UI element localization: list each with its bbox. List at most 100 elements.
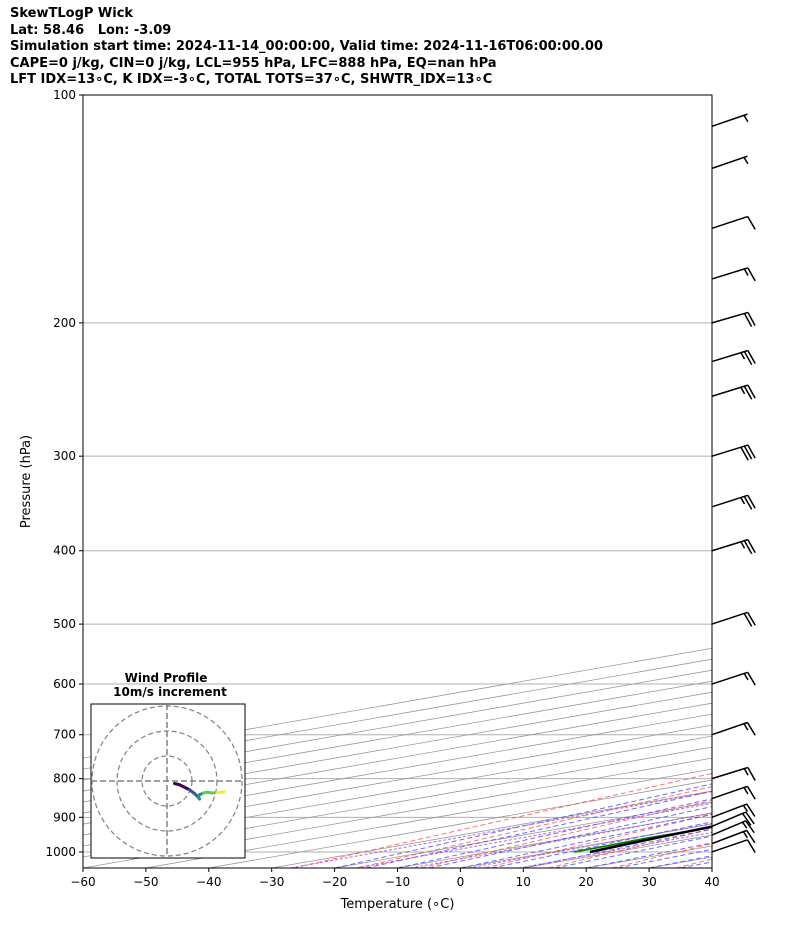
dry-adiabat-line [293, 772, 712, 868]
moist-adiabat-line [334, 783, 712, 868]
wind-barbs [711, 113, 756, 853]
moist-adiabat-line [460, 813, 712, 868]
isotherm-line [460, 823, 712, 868]
wind-barb [711, 444, 756, 461]
wind-barb [711, 811, 755, 828]
wind-barb [711, 113, 749, 128]
background-lines [83, 95, 794, 868]
dewpoint-line [574, 825, 712, 853]
wind-barb [711, 766, 756, 781]
wind-barb [711, 803, 756, 819]
y-tick-label: 1000 [45, 845, 76, 859]
wind-barb [711, 215, 756, 230]
isotherm-line [83, 669, 712, 781]
header: SkewTLogP Wick Lat: 58.46 Lon: -3.09 Sim… [10, 6, 603, 89]
wind-barb [711, 820, 755, 836]
isotherm-line [586, 845, 712, 868]
moist-adiabat-line [428, 806, 712, 868]
profile-curves [574, 825, 712, 854]
dry-adiabat-line [548, 828, 712, 868]
cape-shading [589, 826, 712, 852]
hodograph-segment [220, 790, 226, 794]
axes: −60 −50 −40 −30 −20 −10 0 10 20 30 40 100 200 300 400 5… [19, 88, 720, 912]
y-tick-label: 700 [53, 728, 76, 742]
isotherm-line [83, 680, 712, 792]
x-tick-label: 30 [641, 875, 656, 889]
x-tick-label: −50 [133, 875, 158, 889]
isotherm-line [271, 790, 712, 868]
x-tick-label: 40 [704, 875, 719, 889]
dry-adiabat-line [484, 813, 712, 868]
isotherm-line [208, 779, 712, 868]
x-tick-label: −30 [259, 875, 284, 889]
moist-adiabat-line [397, 798, 712, 868]
y-axis-label: Pressure (hPa) [19, 435, 34, 528]
wind-barb [711, 384, 756, 400]
y-tick-label: 200 [53, 316, 76, 330]
inset-title: Wind Profile [125, 671, 208, 685]
wind-barb [711, 311, 756, 327]
dry-adiabat-line [740, 95, 794, 868]
moist-adiabat-line [586, 842, 712, 868]
isotherm-line [711, 867, 712, 868]
x-tick-label: 20 [579, 875, 594, 889]
moist-adiabat-line [649, 855, 712, 868]
y-tick-label: 400 [53, 544, 76, 558]
isotherm-line [83, 724, 712, 836]
inset-subtitle: 10m/s increment [113, 685, 227, 699]
wind-barb [711, 785, 756, 800]
x-tick-label: −10 [385, 875, 410, 889]
mixing-ratio-line [468, 822, 712, 868]
temperature-line [589, 826, 712, 853]
wind-barb [711, 538, 756, 555]
moist-adiabat-line [365, 790, 712, 868]
isotherm-line [83, 735, 712, 847]
y-tick-label: 900 [53, 810, 76, 824]
chart-title: SkewTLogP Wick [10, 6, 134, 21]
x-axis-label: Temperature (∘C) [340, 897, 455, 912]
x-tick-label: 10 [516, 875, 531, 889]
isotherm-line [83, 713, 712, 825]
indices-line: LFT IDX=13∘C, K IDX=-3∘C, TOTAL TOTS=37∘… [10, 72, 493, 87]
dry-adiabat-line [675, 858, 712, 868]
isotherm-line [397, 812, 712, 868]
location-line: Lat: 58.46 Lon: -3.09 [10, 22, 172, 38]
x-tick-label: −40 [196, 875, 221, 889]
moist-adiabat-line [680, 861, 712, 868]
params-line: CAPE=0 j/kg, CIN=0 j/kg, LCL=955 hPa, LF… [10, 55, 497, 71]
y-tick-label: 100 [53, 88, 76, 102]
wind-barb [711, 671, 756, 686]
x-tick-label: −20 [322, 875, 347, 889]
wind-barb [711, 349, 756, 365]
isotherm-line [83, 658, 712, 770]
parcel-profile-line [589, 825, 712, 854]
cape-area [589, 826, 712, 852]
y-tick-label: 500 [53, 617, 76, 631]
mixing-ratio-line [410, 812, 712, 868]
dry-adiabat-line [420, 799, 712, 868]
isotherm-line [83, 691, 712, 803]
moist-adiabat-line [617, 848, 712, 868]
moist-adiabat-line [523, 828, 712, 868]
wind-barb [711, 829, 756, 845]
isotherm-line [334, 801, 712, 868]
moist-adiabat-line [554, 835, 712, 868]
isotherm-line [523, 834, 712, 868]
isotherm-line [83, 702, 712, 814]
dry-adiabat-line [611, 843, 712, 868]
x-tick-label: 0 [457, 875, 465, 889]
wind-barb [711, 267, 756, 282]
mixing-ratio-line [290, 791, 712, 868]
moist-adiabat-line [711, 867, 712, 868]
wind-barb [711, 494, 756, 510]
y-tick-label: 800 [53, 772, 76, 786]
y-tick-label: 300 [53, 449, 76, 463]
wind-barb [711, 611, 756, 627]
wind-barb [711, 839, 756, 853]
times-line: Simulation start time: 2024-11-14_00:00:… [10, 39, 603, 54]
y-tick-label: 600 [53, 677, 76, 691]
moist-adiabat-line [491, 821, 712, 868]
x-tick-label: −60 [70, 875, 95, 889]
